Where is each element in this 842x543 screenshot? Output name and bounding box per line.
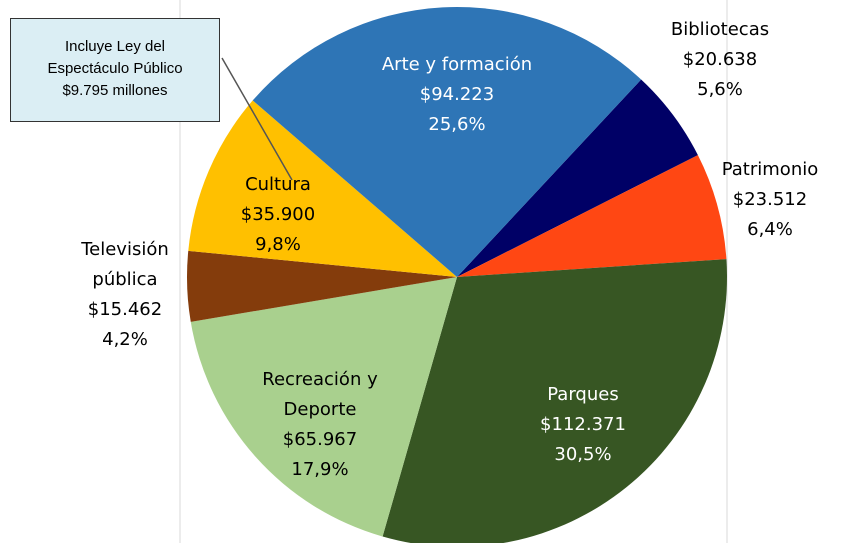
label-percent: 5,6% — [697, 79, 743, 100]
label-percent: 30,5% — [554, 444, 612, 465]
annotation-line: Incluye Ley del — [64, 38, 166, 55]
label-amount: $35.900 — [240, 204, 316, 225]
data-label: Recreación y Deporte $65.967 17,9% — [245, 365, 395, 485]
label-name: Parques — [547, 384, 619, 405]
wedge — [382, 259, 727, 543]
wedge — [457, 79, 698, 277]
label-percent: 25,6% — [428, 114, 486, 135]
annotation-line: Espectáculo Público — [47, 60, 183, 77]
wedge — [252, 6, 642, 278]
data-label: Bibliotecas $20.638 5,6% — [620, 15, 820, 105]
leader-line — [221, 57, 293, 181]
annotation-line: $9.795 millones — [62, 82, 168, 99]
label-name: Arte y formación — [381, 54, 533, 75]
data-label: Arte y formación $94.223 25,6% — [347, 50, 567, 140]
label-amount: $23.512 — [732, 189, 808, 210]
label-amount: $65.967 — [282, 429, 358, 450]
label-amount: $94.223 — [419, 84, 495, 105]
data-label: Cultura $35.900 9,8% — [208, 170, 348, 260]
label-name: Televisión pública — [81, 239, 169, 290]
label-name: Patrimonio — [721, 159, 819, 180]
data-label: Televisión pública $15.462 4,2% — [70, 235, 180, 355]
label-percent: 4,2% — [102, 329, 148, 350]
label-name: Recreación y Deporte — [262, 369, 378, 420]
label-amount: $15.462 — [87, 299, 163, 320]
annotation-box: Incluye Ley del Espectáculo Público $9.7… — [10, 18, 220, 122]
wedge — [457, 155, 727, 277]
label-percent: 17,9% — [291, 459, 349, 480]
label-amount: $20.638 — [682, 49, 758, 70]
label-amount: $112.371 — [540, 414, 626, 435]
label-name: Cultura — [245, 174, 311, 195]
wedge — [187, 250, 457, 322]
wedge — [190, 277, 457, 537]
label-percent: 9,8% — [255, 234, 301, 255]
label-percent: 6,4% — [747, 219, 793, 240]
label-name: Bibliotecas — [670, 19, 770, 40]
wedge — [188, 100, 458, 277]
data-label: Patrimonio $23.512 6,4% — [700, 155, 840, 245]
data-label: Parques $112.371 30,5% — [483, 380, 683, 470]
